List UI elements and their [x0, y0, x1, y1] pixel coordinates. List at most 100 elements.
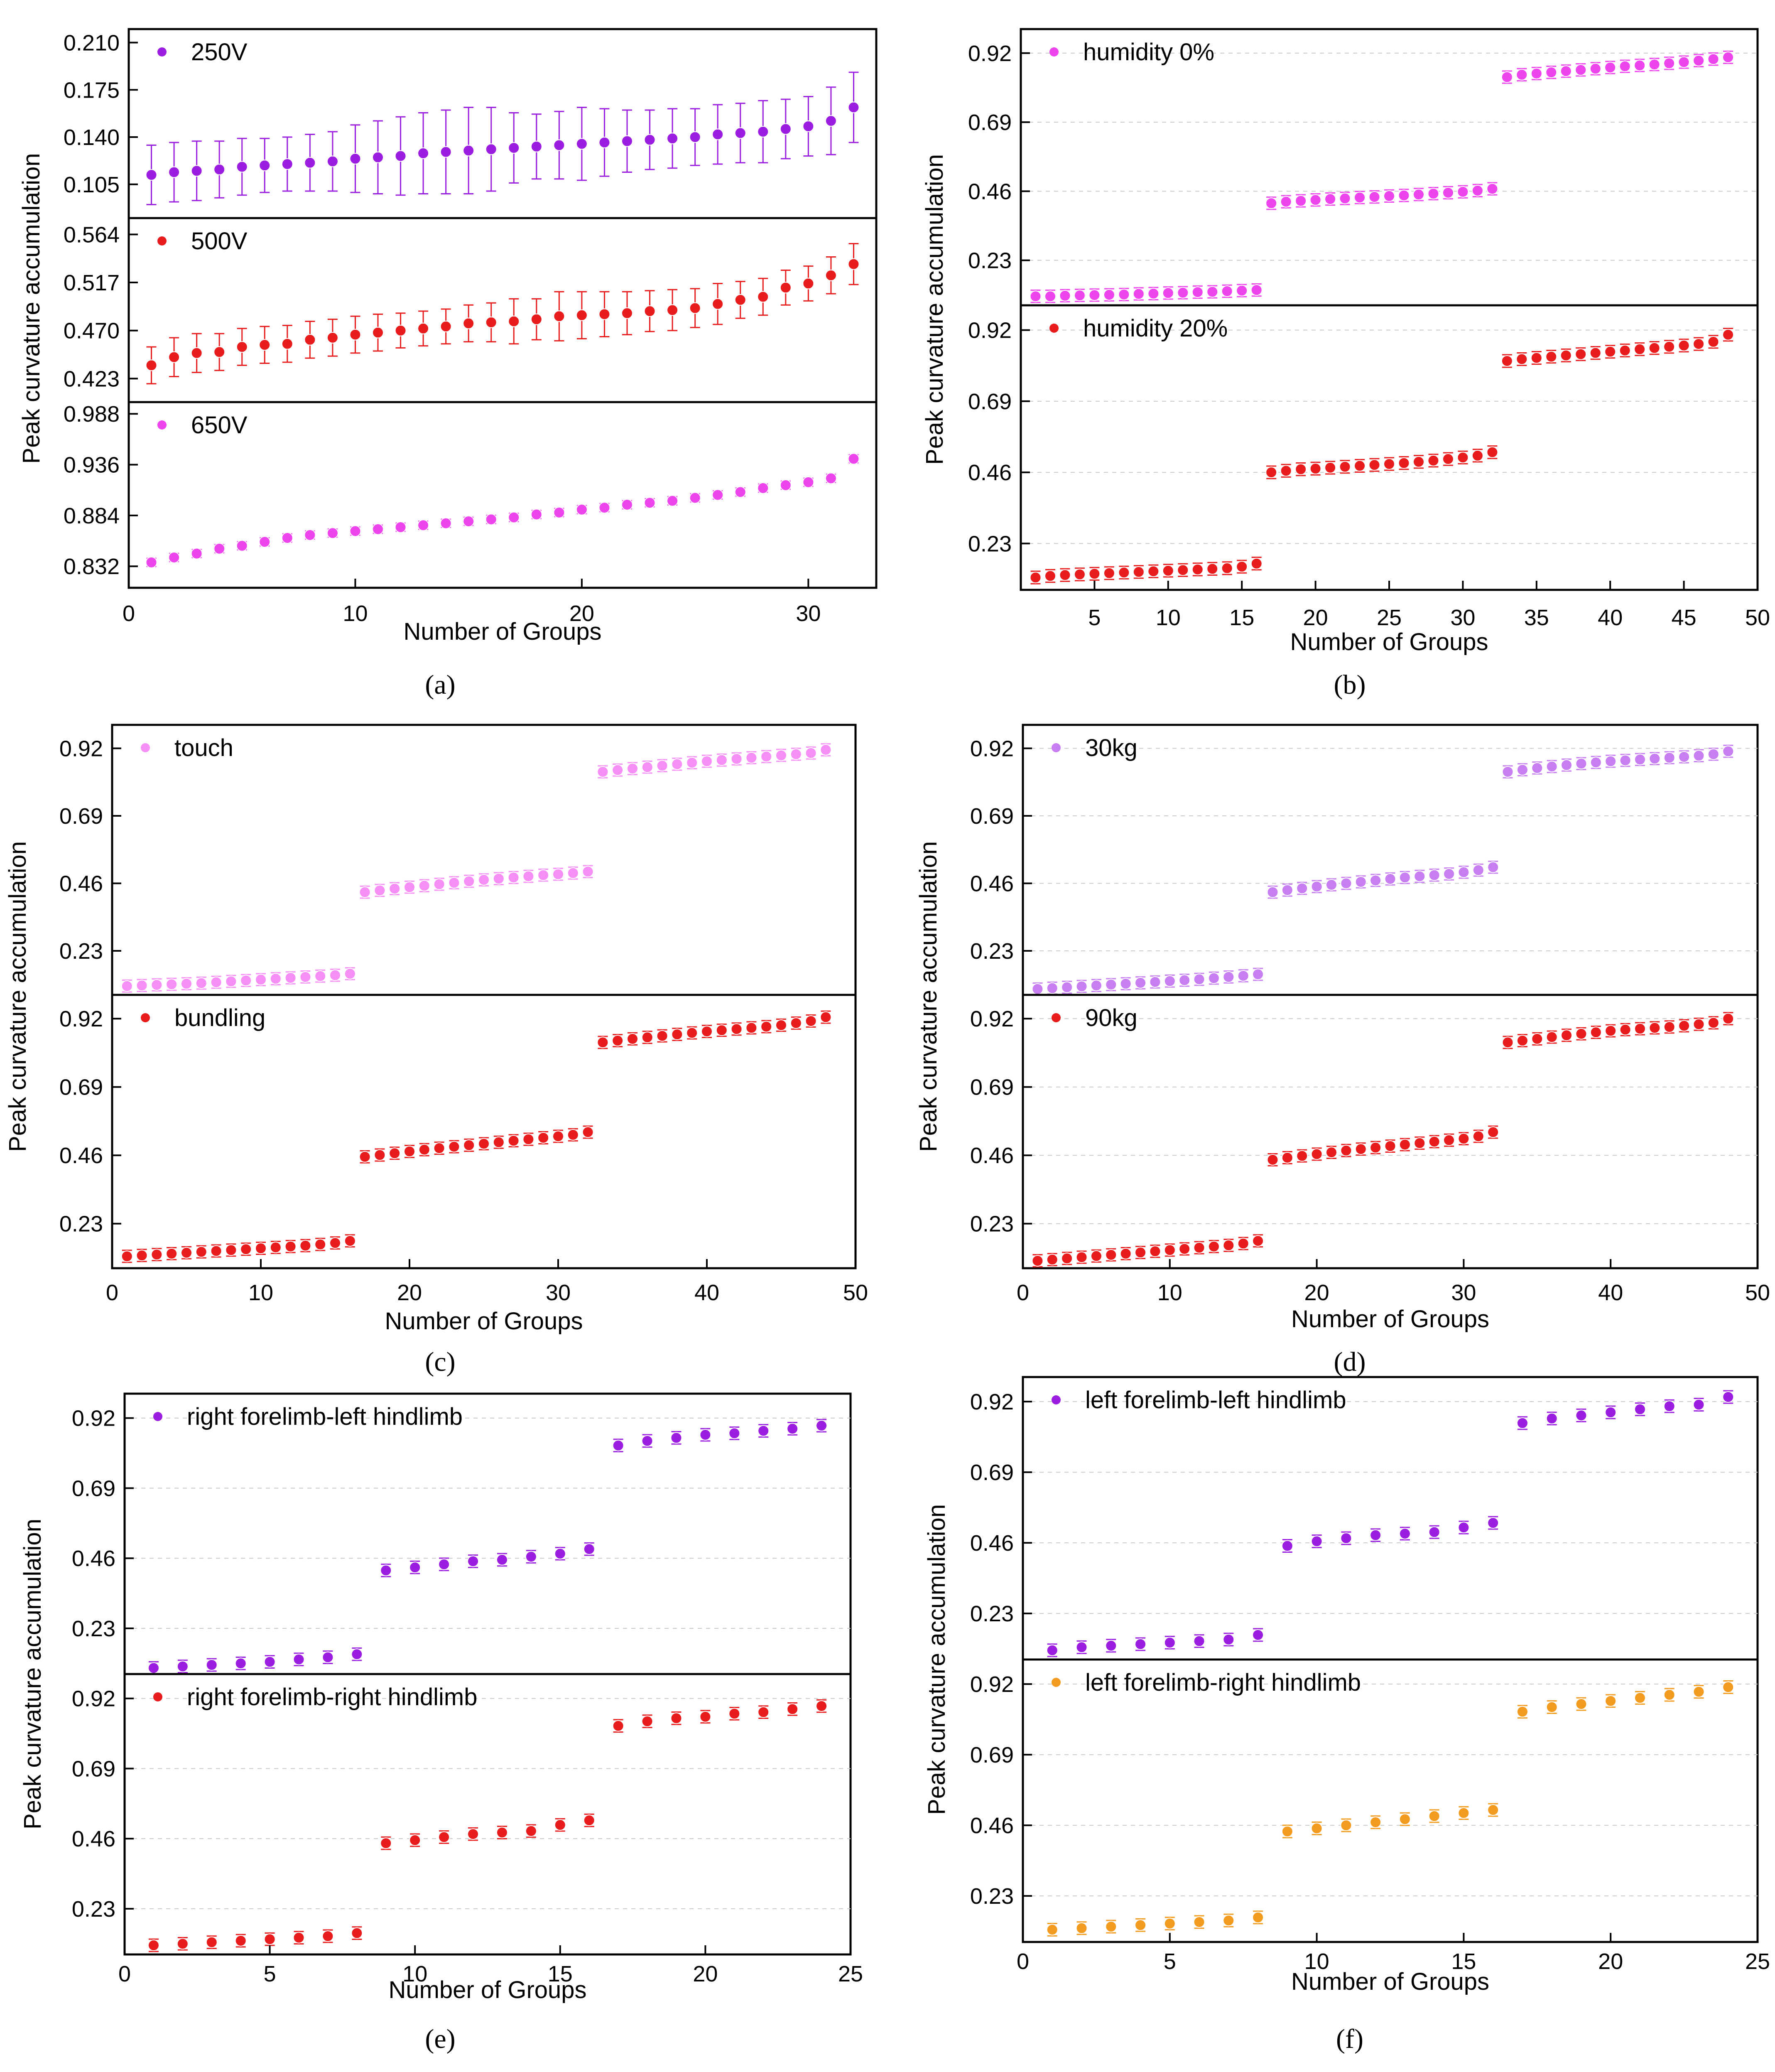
data-point [1076, 1250, 1088, 1264]
data-point [537, 1131, 549, 1144]
marker [1722, 329, 1734, 341]
data-point [1281, 1824, 1293, 1839]
data-point [1355, 875, 1367, 889]
marker [359, 1151, 371, 1163]
marker [259, 160, 271, 172]
data-point [1221, 561, 1233, 575]
marker [1414, 1137, 1426, 1149]
data-point [712, 104, 724, 165]
marker [597, 1036, 609, 1048]
marker [553, 506, 565, 518]
marker [1032, 983, 1044, 995]
data-point [1693, 749, 1705, 762]
data-point [1177, 286, 1189, 300]
marker [1663, 1021, 1675, 1033]
marker [1236, 285, 1248, 297]
data-point [667, 108, 679, 169]
data-point [409, 1833, 421, 1847]
marker [418, 880, 430, 892]
marker [438, 1558, 450, 1570]
marker [344, 968, 356, 980]
data-point [1193, 1241, 1205, 1254]
data-point [701, 1024, 713, 1038]
marker [1044, 290, 1056, 302]
marker [582, 1126, 594, 1138]
marker [1634, 754, 1646, 766]
data-point [1164, 1917, 1176, 1931]
panel-c: 0.23 0.46 0.69 0.92 touch 0.23 0.46 0.69 0.92 bun… [4, 724, 868, 1377]
marker [1472, 1130, 1484, 1142]
data-point [304, 134, 316, 192]
data-point [1605, 1024, 1617, 1038]
x-tick-label: 50 [1745, 1280, 1770, 1305]
data-point [1046, 1253, 1058, 1267]
data-point [448, 1140, 460, 1154]
data-point [780, 98, 792, 160]
data-point [734, 103, 746, 164]
marker [612, 1720, 624, 1732]
marker [1722, 745, 1734, 757]
y-tick-label: 0.23 [970, 1601, 1014, 1626]
marker [1458, 866, 1470, 878]
marker [508, 315, 520, 327]
marker [1370, 1529, 1382, 1541]
data-point [689, 108, 701, 166]
marker [582, 866, 594, 878]
data-point [1634, 1022, 1646, 1036]
data-point [671, 1028, 683, 1041]
data-point [848, 243, 860, 285]
marker [485, 513, 497, 525]
data-point [670, 1431, 682, 1445]
marker [1135, 1919, 1147, 1931]
data-point [1458, 1132, 1470, 1146]
y-tick-label: 0.517 [64, 270, 120, 295]
data-point [745, 1021, 758, 1035]
marker [1707, 53, 1719, 65]
data-point [463, 874, 475, 888]
marker [1605, 1025, 1617, 1037]
data-point [259, 137, 271, 193]
data-point [1250, 283, 1263, 297]
data-point [597, 1036, 609, 1049]
data-point [537, 868, 549, 882]
marker [210, 1245, 222, 1257]
panel-caption: (f) [1336, 2024, 1363, 2054]
marker [213, 164, 226, 175]
panel-f: 0.23 0.46 0.69 0.92 left forelimb-left hindl… [923, 1376, 1770, 2054]
marker [805, 747, 817, 759]
marker [1619, 344, 1631, 356]
data-point [757, 100, 769, 164]
data-point [612, 1719, 624, 1733]
data-point [236, 328, 248, 366]
data-point [1370, 1815, 1382, 1829]
data-point [597, 765, 609, 778]
marker [191, 547, 203, 560]
data-point [1634, 59, 1646, 72]
subplot-1: 0.23 0.46 0.69 0.92 right forelimb-left hind… [72, 1403, 851, 1675]
marker [1089, 289, 1101, 301]
marker [1265, 197, 1277, 209]
marker [235, 1657, 247, 1669]
marker [1531, 1033, 1543, 1045]
data-point [463, 304, 475, 343]
data-point [372, 523, 384, 535]
legend-marker [141, 1013, 150, 1022]
data-point [757, 277, 769, 316]
data-point [1722, 50, 1734, 64]
data-point [213, 140, 226, 199]
marker [1399, 1139, 1411, 1151]
marker [1280, 196, 1292, 208]
marker [760, 751, 772, 763]
marker [1120, 1247, 1132, 1259]
data-point [758, 1424, 770, 1438]
marker [583, 1814, 595, 1827]
data-point [293, 1652, 305, 1667]
data-point [1223, 1633, 1235, 1647]
data-point [583, 1813, 595, 1827]
data-point [1311, 880, 1323, 894]
data-point [1223, 970, 1235, 984]
marker [758, 1706, 770, 1718]
marker [712, 298, 724, 310]
x-tick-label: 10 [402, 1962, 427, 1986]
marker [440, 146, 452, 158]
